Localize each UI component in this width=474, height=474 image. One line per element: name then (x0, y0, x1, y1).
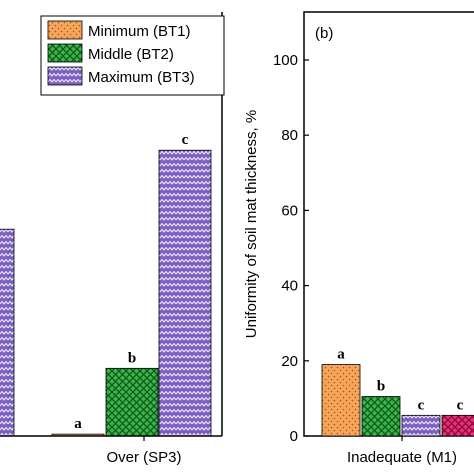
bar-inadequate-3 (441, 414, 474, 437)
legend-swatch-middle (47, 43, 83, 63)
panel-b-label: (b) (315, 25, 333, 42)
legend-label-maximum: Maximum (BT3) (88, 69, 195, 86)
bar-inadequate-1 (361, 396, 401, 437)
panel-a-x-tick-label: Over (SP3) (106, 449, 181, 466)
y-tick-label: 40 (281, 278, 298, 295)
panel-a: a b c Over (SP3) Minimum (BT1) Middle (BT2… (0, 12, 225, 466)
legend-label-minimum: Minimum (BT1) (88, 23, 191, 40)
y-tick-label: 80 (281, 127, 298, 144)
panel-a-letters: a b c (74, 132, 188, 432)
panel-b-y-axis-label: Uniformity of soil mat thickness, % (243, 110, 260, 338)
bar-inadequate-0 (321, 364, 361, 437)
panel-b-letters: a b c c (337, 347, 463, 414)
y-tick-label: 100 (273, 52, 298, 69)
panel-b-y-ticks: 0 20 40 60 80 100 (273, 52, 309, 445)
significance-letter: c (457, 397, 464, 413)
significance-letter: a (74, 416, 82, 432)
y-tick-label: 20 (281, 353, 298, 370)
legend-label-middle: Middle (BT2) (88, 46, 174, 63)
bar-maximum-bt3-0 (0, 228, 15, 437)
panel-a-bars (0, 149, 212, 437)
panel-b: (b) 0 20 40 60 80 100 a b c c Inadequate (M1) Un… (243, 11, 474, 466)
legend: Minimum (BT1) Middle (BT2) Maximum (BT3) (40, 15, 225, 96)
panel-b-bars (321, 364, 474, 437)
significance-letter: b (128, 350, 136, 366)
significance-letter: c (182, 132, 189, 148)
significance-letter: a (337, 347, 345, 363)
y-tick-label: 60 (281, 202, 298, 219)
panel-b-x-tick-label: Inadequate (M1) (347, 449, 457, 466)
bar-middle-bt2-1 (105, 367, 159, 437)
bar-maximum-bt3-1 (158, 149, 212, 437)
y-tick-label: 0 (290, 428, 298, 445)
significance-letter: c (418, 397, 425, 413)
legend-swatch-maximum (47, 66, 83, 86)
bar-inadequate-2 (401, 414, 441, 437)
legend-swatch-minimum (47, 20, 83, 40)
significance-letter: b (377, 379, 385, 395)
